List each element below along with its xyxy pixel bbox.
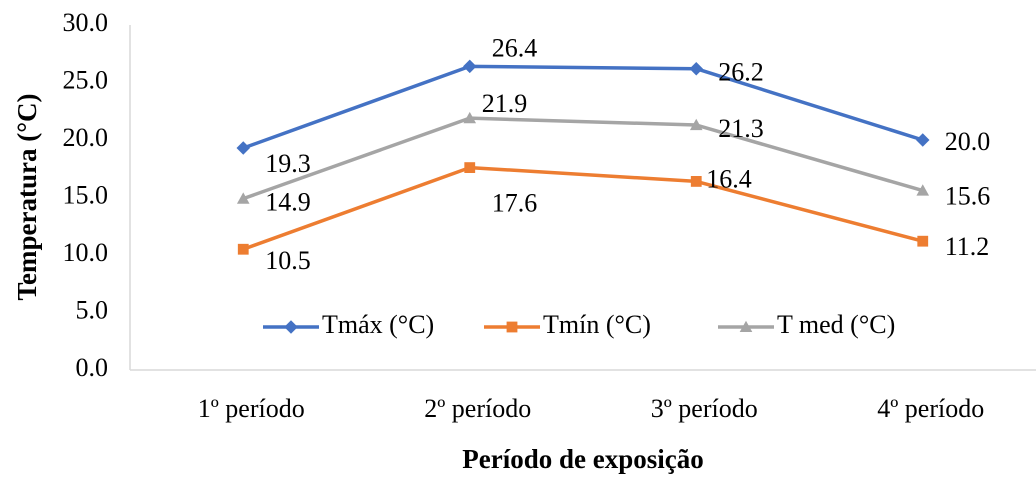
series-tmin-c — [237, 162, 929, 255]
y-tick-label: 20.0 — [63, 123, 109, 152]
data-label: 19.3 — [265, 149, 311, 178]
x-tick-label: 4º período — [877, 394, 984, 423]
data-point — [916, 184, 930, 196]
series-line — [242, 64, 924, 150]
data-point — [237, 243, 249, 255]
series-line — [242, 116, 924, 201]
data-point — [917, 235, 929, 247]
data-label: 21.9 — [482, 89, 528, 118]
x-tick-label: 3º período — [651, 394, 758, 423]
legend-marker — [739, 320, 753, 333]
legend-marker — [284, 320, 298, 334]
data-label: 11.2 — [945, 232, 990, 261]
data-label: 20.0 — [945, 127, 991, 156]
x-axis-title: Período de exposição — [462, 444, 703, 474]
x-tick-label: 2º período — [424, 394, 531, 423]
y-tick-label: 10.0 — [63, 238, 109, 267]
data-label: 17.6 — [492, 189, 538, 218]
data-point — [464, 162, 476, 173]
y-tick-label: 0.0 — [76, 353, 109, 382]
series-line — [242, 165, 924, 251]
data-labels: 19.3 26.4 26.2 20.0 10.5 17.6 16.4 11.2 14.9 21.9… — [265, 33, 990, 275]
series-tmax-c — [236, 59, 930, 155]
legend-label: Tmáx (°C) — [322, 310, 434, 339]
data-label: 14.9 — [265, 188, 311, 217]
data-point — [236, 192, 250, 204]
y-tick-labels: 0.0 5.0 10.0 15.0 20.0 25.0 30.0 — [63, 8, 109, 382]
data-label: 26.4 — [492, 33, 538, 62]
data-label: 10.5 — [265, 246, 311, 275]
y-tick-label: 30.0 — [63, 8, 109, 37]
data-point — [690, 176, 702, 187]
legend-item-tmin-c: Tmín (°C) — [484, 310, 651, 339]
series-layer — [236, 59, 930, 255]
data-point — [689, 61, 703, 76]
data-point — [689, 118, 703, 131]
legend-label: Tmín (°C) — [543, 310, 651, 339]
legend-label: T med (°C) — [777, 310, 895, 339]
y-tick-label: 25.0 — [63, 65, 109, 94]
y-axis-title: Temperatura (°C) — [12, 93, 42, 300]
data-point — [236, 141, 250, 155]
legend-item-t-med-c: T med (°C) — [718, 310, 895, 339]
legend-marker — [506, 321, 518, 333]
x-tick-label: 1º período — [198, 394, 305, 423]
data-point — [463, 111, 477, 124]
x-tick-labels: 1º período 2º período 3º período 4º período — [198, 394, 984, 423]
data-label: 21.3 — [718, 114, 764, 143]
data-label: 15.6 — [945, 182, 991, 211]
data-point — [916, 133, 930, 147]
series-t-med-c — [236, 111, 930, 204]
legend-item-tmax-c: Tmáx (°C) — [263, 310, 434, 339]
y-tick-label: 15.0 — [63, 180, 109, 209]
data-point — [463, 59, 477, 74]
y-tick-label: 5.0 — [76, 295, 109, 324]
data-label: 26.2 — [718, 58, 764, 87]
legend: Tmáx (°C) Tmín (°C) T med (°C) — [263, 310, 895, 339]
data-label: 16.4 — [706, 164, 752, 193]
